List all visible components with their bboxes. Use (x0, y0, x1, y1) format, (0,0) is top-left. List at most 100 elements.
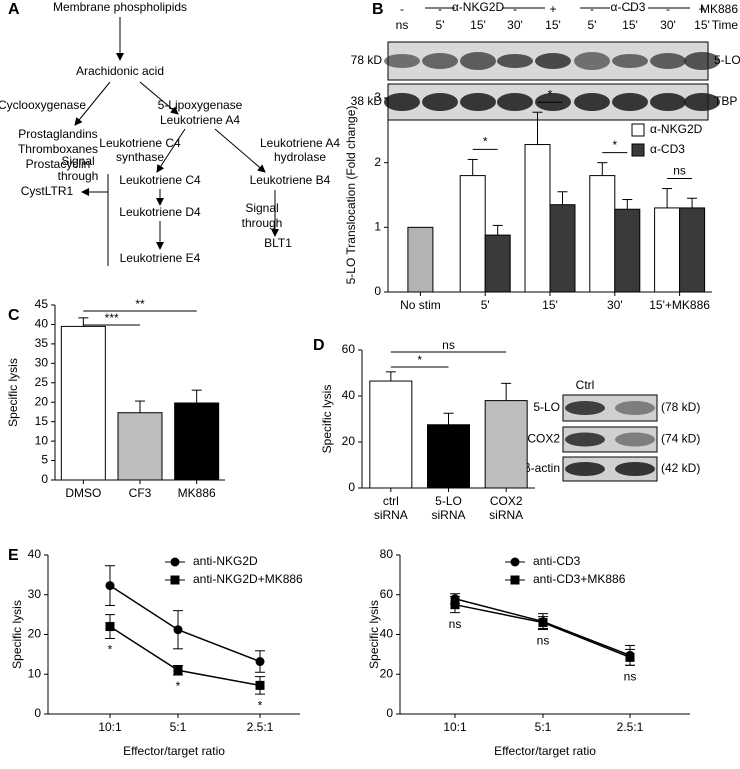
treatment-mark: - (476, 2, 480, 16)
marker (255, 680, 265, 690)
y-tick-label: 0 (348, 480, 355, 494)
time-label: 30' (660, 18, 676, 32)
time-label: 30' (507, 18, 523, 32)
panel-label: A (8, 1, 20, 18)
blot-band (384, 93, 420, 111)
marker (538, 618, 548, 628)
y-tick-label: 40 (35, 317, 49, 331)
x-axis-label: Effector/target ratio (494, 744, 596, 758)
y-tick-label: 0 (34, 706, 41, 720)
x-tick-label: 30' (607, 298, 623, 312)
x-tick-label: COX2 (490, 494, 523, 508)
significance-label: ns (673, 164, 686, 178)
bar (117, 412, 163, 481)
diagram-text: 5-Lipoxygenase (158, 98, 243, 112)
blot-band (422, 53, 458, 69)
blot-band (565, 462, 605, 476)
x-tick-label: 2.5:1 (617, 720, 644, 734)
lane-label: Ctrl (576, 378, 595, 392)
series-line (454, 603, 631, 659)
diagram-text: Thromboxanes (18, 142, 98, 156)
blot-protein: COX2 (527, 432, 560, 446)
legend-marker (170, 575, 180, 585)
diagram-text: Leukotriene B4 (250, 173, 331, 187)
time-label-title: Time (712, 18, 739, 32)
treatment-mark: + (698, 2, 705, 16)
blot-size: 38 kD (351, 94, 383, 108)
y-tick-label: 20 (28, 627, 42, 641)
diagram-text: Leukotriene C4 (119, 173, 201, 187)
diagram-text: Leukotriene C4 (99, 136, 181, 150)
treatment-mark: - (628, 2, 632, 16)
diagram-text: Arachidonic acid (76, 64, 164, 78)
group-label: α-CD3 (611, 0, 646, 14)
marker (105, 622, 115, 632)
blot-band (650, 53, 686, 69)
legend-label: α-NKG2D (650, 122, 703, 136)
bar (654, 207, 681, 293)
significance-label: * (258, 698, 263, 712)
blot-protein: β-actin (524, 461, 560, 475)
significance-label: ns (449, 617, 462, 631)
time-label: 15' (694, 18, 710, 32)
pathway-arrows (74, 17, 279, 250)
blot-band (460, 52, 496, 70)
diagram-text: through (58, 169, 99, 183)
y-tick-label: 40 (28, 547, 42, 561)
blot-size: (42 kD) (661, 461, 700, 475)
y-axis-label: Specific lysis (320, 385, 334, 454)
blot-size: (74 kD) (661, 432, 700, 446)
x-tick-label: DMSO (65, 486, 101, 500)
marker (255, 657, 265, 667)
diagram-text: Cyclooxygenase (0, 98, 86, 112)
marker (173, 665, 183, 675)
bar (174, 402, 220, 481)
blot-band (497, 93, 533, 111)
blot-size: (78 kD) (661, 400, 700, 414)
y-tick-label: 20 (342, 434, 356, 448)
panel-label: B (372, 1, 384, 18)
diagram-text: CystLTR1 (21, 184, 74, 198)
diagram-text: hydrolase (274, 150, 326, 164)
significance-label: ns (442, 338, 455, 352)
blot-band (574, 93, 610, 111)
diagram-text: Leukotriene D4 (119, 205, 201, 219)
blot-band (684, 52, 720, 70)
significance-label: ns (537, 634, 550, 648)
panel-label: E (8, 547, 19, 564)
x-tick-label: ctrl (383, 494, 399, 508)
bar (60, 325, 106, 481)
diagram-text: BLT1 (264, 236, 292, 250)
y-tick-label: 0 (386, 706, 393, 720)
marker (625, 652, 635, 662)
blot-band (615, 462, 655, 476)
diagram-text: synthase (116, 150, 164, 164)
blot-band (422, 93, 458, 111)
x-tick-label: 15'+MK886 (649, 298, 710, 312)
x-tick-label: 2.5:1 (247, 720, 274, 734)
significance-label: ** (135, 297, 145, 311)
x-tick-label: 5-LO (435, 494, 462, 508)
legend-marker (170, 557, 180, 567)
y-tick-label: 40 (380, 627, 394, 641)
blot-band (574, 52, 610, 70)
x-tick-label: CF3 (129, 486, 152, 500)
blot-protein: TBP (714, 94, 737, 108)
y-tick-label: 15 (35, 414, 49, 428)
x-axis-label: Effector/target ratio (123, 744, 225, 758)
bar (589, 175, 616, 293)
y-tick-label: 0 (41, 472, 48, 486)
significance-label: * (548, 87, 553, 101)
y-tick-label: 25 (35, 375, 49, 389)
treatment-mark: - (438, 2, 442, 16)
time-label: 15' (545, 18, 561, 32)
y-tick-label: 45 (35, 297, 49, 311)
blot-size: 78 kD (351, 53, 383, 67)
blot-band (497, 54, 533, 68)
diagram-text: Leukotriene A4 (160, 113, 240, 127)
blot-band (535, 53, 571, 69)
diagram-text: Prostaglandins (18, 127, 97, 141)
legend-marker (510, 575, 520, 585)
bar (484, 400, 528, 489)
